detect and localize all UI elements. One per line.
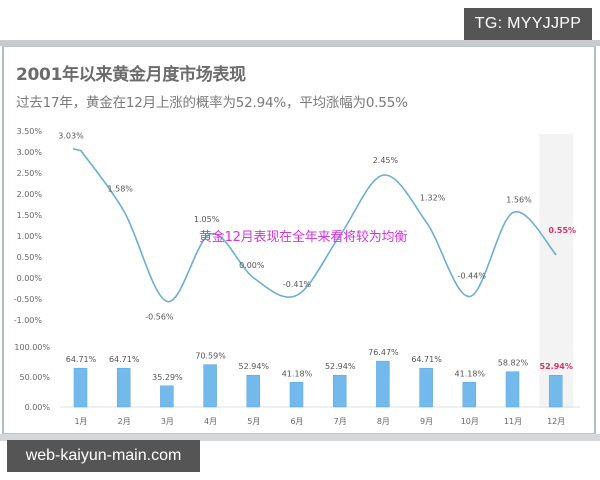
bar-data-label: 58.82% — [498, 359, 529, 368]
x-axis-label: 3月 — [161, 417, 174, 426]
bar-y-tick: 0.00% — [25, 403, 51, 412]
bar — [462, 382, 477, 408]
line-data-label: -0.44% — [458, 271, 487, 280]
bar — [160, 385, 174, 408]
bar — [73, 367, 88, 408]
line-y-tick: 0.50% — [17, 253, 43, 262]
bar-data-label: 64.71% — [411, 355, 442, 364]
bar-data-label: 64.71% — [66, 355, 97, 364]
watermark-badge: web-kaiyun-main.com — [7, 440, 200, 472]
bar — [419, 367, 433, 408]
line-data-label: 2.45% — [373, 156, 399, 165]
line-data-label: 1.56% — [506, 195, 532, 204]
tg-badge: TG: MYYJJPP — [464, 8, 592, 40]
x-axis-label: 8月 — [377, 417, 390, 426]
bar-data-label: 52.94% — [325, 362, 356, 371]
x-axis-label: 4月 — [204, 417, 217, 426]
bar-data-label: 41.18% — [282, 369, 313, 378]
x-axis-label: 1月 — [74, 417, 87, 426]
bar — [289, 382, 304, 408]
line-y-tick: 3.00% — [17, 148, 43, 157]
bar-data-label: 64.71% — [109, 355, 140, 364]
bar-data-label: 35.29% — [152, 373, 183, 382]
bar — [203, 364, 217, 408]
bar — [246, 374, 261, 408]
line-y-tick: 1.00% — [17, 232, 43, 241]
bar — [505, 371, 520, 408]
line-data-label: 1.32% — [420, 194, 446, 203]
line-y-tick: 1.50% — [17, 211, 43, 220]
line-y-tick: 2.00% — [17, 190, 43, 199]
bar-data-label: 41.18% — [455, 369, 486, 378]
bar — [116, 367, 131, 408]
line-series — [72, 147, 557, 303]
chart-title: 2001年以来黄金月度市场表现 — [16, 65, 246, 85]
x-axis-label: 12月 — [547, 417, 565, 426]
line-data-label: 0.00% — [239, 261, 265, 270]
x-axis-label: 10月 — [461, 417, 479, 426]
line-data-label: -0.41% — [283, 280, 312, 289]
x-axis-label: 11月 — [504, 417, 522, 426]
bar-data-label: 70.59% — [195, 352, 226, 361]
x-axis-label: 6月 — [290, 417, 303, 426]
highlight-band — [539, 134, 574, 408]
line-y-tick: 3.50% — [17, 127, 43, 136]
bar-data-label: 76.47% — [368, 348, 399, 357]
bar-y-tick: 100.00% — [14, 343, 50, 352]
bar-data-label: 52.94% — [239, 362, 270, 371]
line-y-tick: -1.00% — [14, 316, 43, 325]
line-y-tick: 2.50% — [17, 169, 43, 178]
line-y-tick: 0.00% — [17, 274, 43, 283]
top-divider — [0, 40, 600, 46]
line-y-tick: -0.50% — [14, 295, 43, 304]
chart-annotation: 黄金12月表现在全年来看将较为均衡 — [199, 230, 408, 245]
x-axis-label: 9月 — [420, 417, 433, 426]
bar-y-tick: 50.00% — [19, 373, 50, 382]
line-data-label: 3.03% — [58, 132, 84, 141]
bar — [376, 360, 390, 408]
bar — [332, 374, 347, 408]
bottom-divider — [0, 434, 600, 441]
x-axis-label: 2月 — [118, 417, 131, 426]
x-axis-label: 5月 — [247, 417, 260, 426]
bar — [548, 374, 563, 408]
chart-subtitle: 过去17年，黄金在12月上涨的概率为52.94%，平均涨幅为0.55% — [16, 95, 408, 111]
line-data-label: -0.56% — [145, 313, 174, 322]
line-data-label: 0.55% — [548, 226, 576, 235]
line-data-label: 1.58% — [107, 185, 133, 194]
bar-data-label: 52.94% — [540, 362, 573, 371]
line-data-label: 1.05% — [194, 215, 220, 224]
x-axis-label: 7月 — [334, 417, 347, 426]
